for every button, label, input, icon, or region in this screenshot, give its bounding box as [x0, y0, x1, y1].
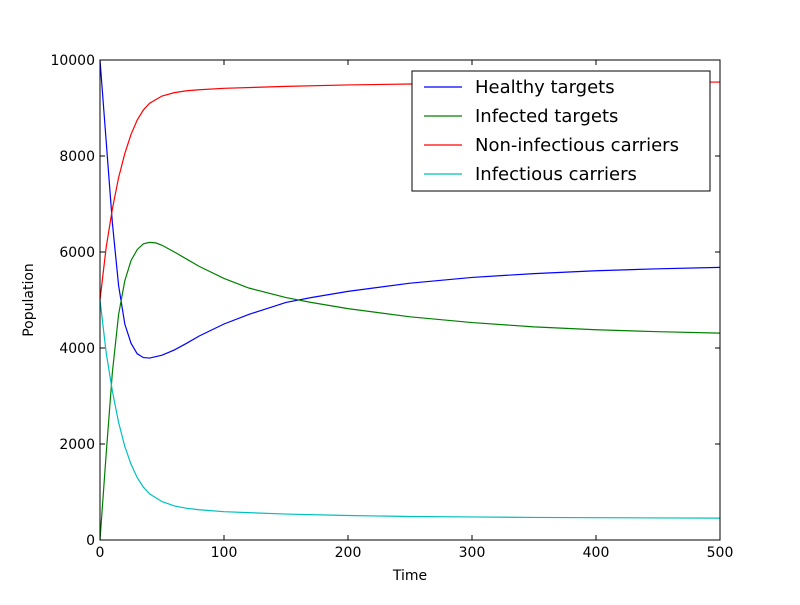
series-line-2 — [99, 241, 721, 541]
axis-ticks — [99, 59, 721, 541]
x-axis-label: Time — [392, 568, 427, 584]
x-tick-label: 200 — [335, 545, 362, 561]
legend-label: Healthy targets — [475, 77, 615, 98]
legend-label: Infectious carriers — [475, 164, 637, 185]
legend-label: Non-infectious carriers — [475, 135, 679, 156]
series-line-1 — [99, 59, 721, 359]
y-tick-label: 4000 — [59, 341, 95, 357]
x-tick-label: 0 — [96, 545, 105, 561]
y-tick-label: 8000 — [59, 149, 95, 165]
x-tick-label: 100 — [211, 545, 238, 561]
x-tick-label: 400 — [583, 545, 610, 561]
y-tick-label: 0 — [86, 533, 95, 549]
tick-labels: 0 100 200 300 400 500 0 2000 4000 6000 8000 10000 — [50, 53, 733, 561]
legend-label: Infected targets — [475, 106, 618, 127]
series-line-4 — [99, 299, 721, 519]
x-tick-label: 300 — [459, 545, 486, 561]
y-tick-label: 10000 — [50, 53, 95, 69]
y-axis-label: Population — [21, 263, 37, 337]
legend-box — [411, 70, 711, 192]
plot-frame — [99, 59, 721, 541]
y-tick-label: 6000 — [59, 245, 95, 261]
y-tick-label: 2000 — [59, 437, 95, 453]
x-tick-label: 500 — [707, 545, 734, 561]
legend: Healthy targets Infected targets Non-infec… — [411, 70, 711, 192]
